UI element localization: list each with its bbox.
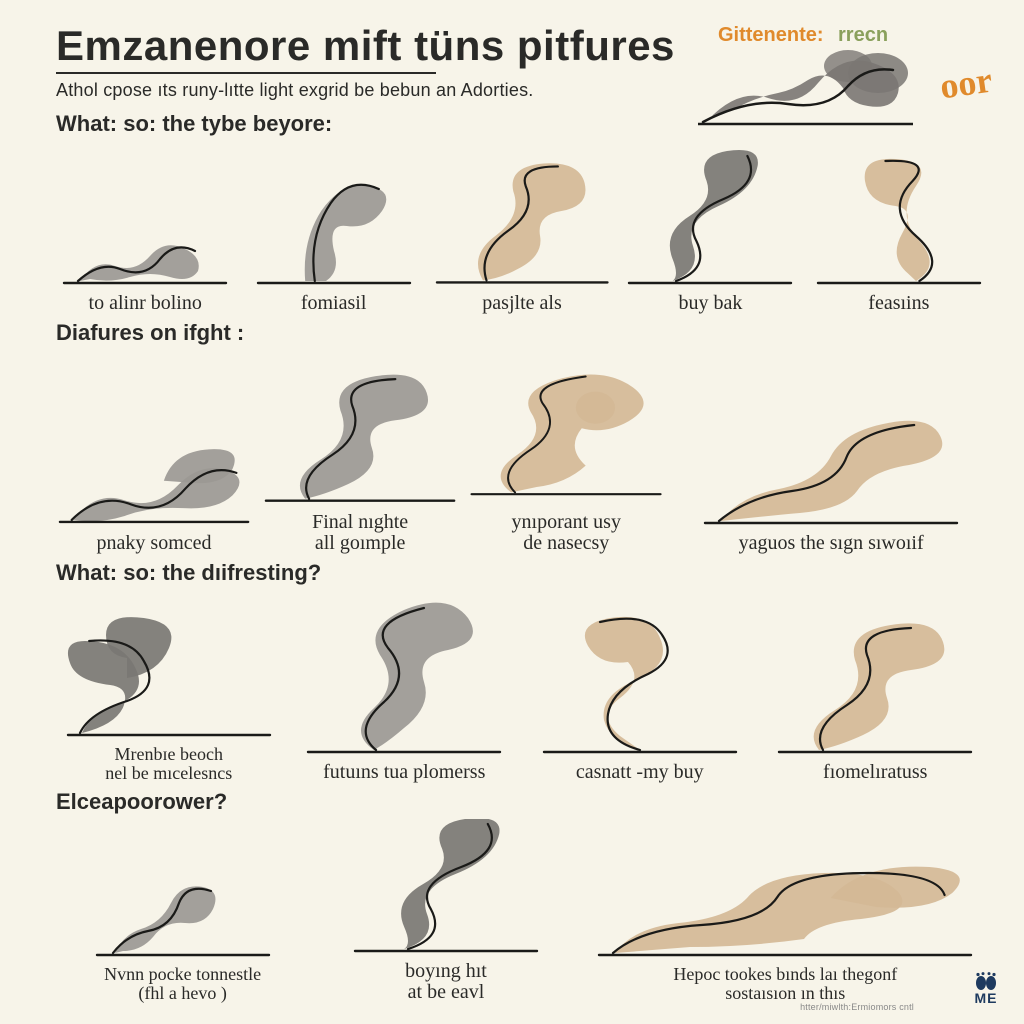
smoke-illustration <box>674 381 988 531</box>
section: Diafures on ifght : pnaky somced Final nıg… <box>56 320 988 554</box>
smoke-cell: fomiasil <box>244 141 422 314</box>
smoke-illustration <box>56 181 234 291</box>
smoke-illustration <box>527 600 753 760</box>
header: Emzanenore mift tüns pitfures Athol cpos… <box>56 22 988 101</box>
smoke-caption: pasjlte als <box>482 293 561 314</box>
infographic-page: Emzanenore mift tüns pitfures Athol cpos… <box>0 0 1024 1024</box>
smoke-caption: to alinr bolino <box>89 293 202 314</box>
smoke-caption: futuıns tua plomerss <box>323 762 485 783</box>
smoke-cell: fıomelıratuss <box>763 600 989 783</box>
smoke-cell: yaguos the sıgn sıwoıif <box>674 381 988 554</box>
smoke-illustration <box>319 819 572 959</box>
footer-mark-text: ME <box>975 990 998 1006</box>
smoke-caption: Hepoc tookes bınds laı thegonfsostaısıon… <box>673 965 897 1003</box>
smoke-cell: casnatt -my buy <box>527 600 753 783</box>
smoke-caption: Final nıghteall goımple <box>312 512 408 554</box>
smoke-caption: buy bak <box>678 293 742 314</box>
smoke-cell: boyıng hıtat be eavl <box>319 819 572 1003</box>
section-row: Mrenbɪe beochnel be mıcelesncs futuıns tu… <box>56 590 988 783</box>
header-smoke-illustration <box>698 38 928 128</box>
smoke-illustration <box>763 600 989 760</box>
smoke-cell: feasıins <box>810 141 988 314</box>
section-row: Nvnn pocke tonnestle(fhl a hevo ) boyıng … <box>56 819 988 1003</box>
section-heading: What: so: the dıifresting? <box>56 560 988 586</box>
smoke-caption: fıomelıratuss <box>823 762 927 783</box>
smoke-caption: yaguos the sıgn sıwoıif <box>739 533 924 554</box>
sections-container: What: so: the tybe beyore:to alinr bolin… <box>56 111 988 1003</box>
smoke-cell: buy bak <box>621 141 799 314</box>
section: Elceapoorower? Nvnn pocke tonnestle(fhl a… <box>56 789 988 1003</box>
smoke-cell: to alinr bolino <box>56 181 234 314</box>
smoke-caption: Nvnn pocke tonnestle(fhl a hevo ) <box>104 965 261 1003</box>
smoke-cell: Mrenbɪe beochnel be mıcelesncs <box>56 593 282 783</box>
section-row: to alinr bolino fomiasil pasjlte als buy ba… <box>56 141 988 314</box>
section: What: so: the dıifresting? Mrenbɪe beochn… <box>56 560 988 783</box>
section-heading: Diafures on ifght : <box>56 320 988 346</box>
smoke-illustration <box>621 141 799 291</box>
smoke-caption: pnaky somced <box>97 533 212 554</box>
header-decoration: Gittenente: rrecn oor <box>698 16 998 126</box>
smoke-caption: casnatt -my buy <box>576 762 704 783</box>
smoke-cell: pasjlte als <box>433 141 611 314</box>
smoke-illustration <box>810 141 988 291</box>
smoke-cell: futuıns tua plomerss <box>292 590 518 783</box>
smoke-illustration <box>56 593 282 743</box>
section-row: pnaky somced Final nıghteall goımple ynıpo… <box>56 350 988 554</box>
smoke-illustration <box>433 141 611 291</box>
smoke-caption: ynıporant usyde nasecsy <box>512 512 621 554</box>
section-heading: Elceapoorower? <box>56 789 988 815</box>
smoke-cell: Final nıghteall goımple <box>262 360 458 554</box>
smoke-illustration <box>262 360 458 510</box>
smoke-caption: fomiasil <box>301 293 367 314</box>
smoke-cell: Nvnn pocke tonnestle(fhl a hevo ) <box>56 863 309 1003</box>
smoke-caption: feasıins <box>868 293 929 314</box>
smoke-cell: Hepoc tookes bınds laı thegonfsostaısıon… <box>583 833 988 1003</box>
smoke-caption: boyıng hıtat be eavl <box>405 961 487 1003</box>
smoke-illustration <box>56 863 309 963</box>
smoke-illustration <box>56 401 252 531</box>
smoke-caption: Mrenbɪe beochnel be mıcelesncs <box>105 745 232 783</box>
smoke-illustration <box>583 833 988 963</box>
smoke-illustration <box>244 141 422 291</box>
smoke-illustration <box>292 590 518 760</box>
smoke-illustration <box>468 350 664 510</box>
decor-word-oor: oor <box>937 59 994 108</box>
smoke-cell: ynıporant usyde nasecsy <box>468 350 664 554</box>
smoke-cell: pnaky somced <box>56 401 252 554</box>
footer-logo: ME <box>974 972 998 1006</box>
section: What: so: the tybe beyore:to alinr bolin… <box>56 111 988 314</box>
footprint-icon <box>974 972 998 990</box>
title-underline <box>56 72 436 74</box>
footer-url: htter/miwlth:Ermiomors cntl <box>800 1002 914 1012</box>
